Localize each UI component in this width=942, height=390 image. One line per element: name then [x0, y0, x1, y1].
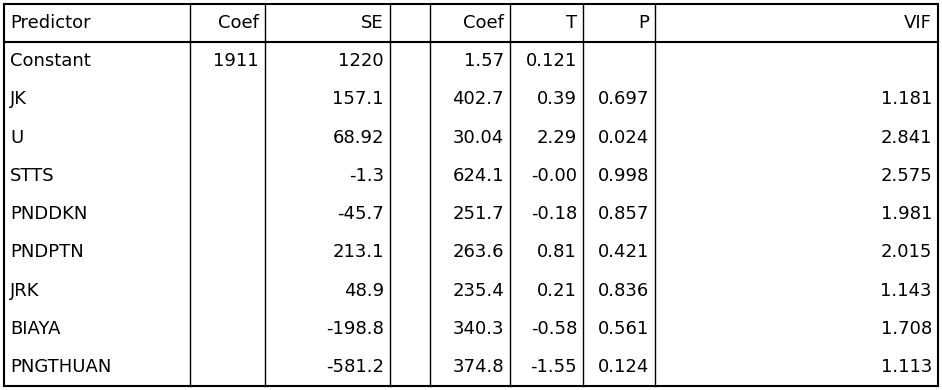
Text: T: T: [566, 14, 577, 32]
Text: 0.421: 0.421: [597, 243, 649, 261]
Text: 1.113: 1.113: [881, 358, 932, 376]
Text: U: U: [10, 129, 24, 147]
Text: 2.015: 2.015: [881, 243, 932, 261]
Text: Predictor: Predictor: [10, 14, 90, 32]
Text: -198.8: -198.8: [326, 320, 384, 338]
Text: 1.181: 1.181: [881, 90, 932, 108]
Text: 213.1: 213.1: [333, 243, 384, 261]
Text: 340.3: 340.3: [452, 320, 504, 338]
Text: -0.58: -0.58: [530, 320, 577, 338]
Text: 0.836: 0.836: [598, 282, 649, 300]
Text: 0.81: 0.81: [537, 243, 577, 261]
Text: 402.7: 402.7: [452, 90, 504, 108]
Text: 0.697: 0.697: [597, 90, 649, 108]
Text: VIF: VIF: [904, 14, 932, 32]
Text: 0.121: 0.121: [526, 52, 577, 70]
Text: -0.00: -0.00: [531, 167, 577, 185]
Text: 0.124: 0.124: [597, 358, 649, 376]
Text: JRK: JRK: [10, 282, 40, 300]
Text: 1220: 1220: [338, 52, 384, 70]
Text: 251.7: 251.7: [452, 205, 504, 223]
Text: P: P: [638, 14, 649, 32]
Text: 1911: 1911: [214, 52, 259, 70]
Text: 157.1: 157.1: [333, 90, 384, 108]
Text: -45.7: -45.7: [337, 205, 384, 223]
Text: -1.55: -1.55: [530, 358, 577, 376]
Text: JK: JK: [10, 90, 27, 108]
Text: BIAYA: BIAYA: [10, 320, 60, 338]
Text: 374.8: 374.8: [452, 358, 504, 376]
Text: 0.39: 0.39: [537, 90, 577, 108]
Text: -581.2: -581.2: [326, 358, 384, 376]
Text: 624.1: 624.1: [452, 167, 504, 185]
Text: 0.998: 0.998: [597, 167, 649, 185]
Text: 2.29: 2.29: [537, 129, 577, 147]
Text: 1.143: 1.143: [881, 282, 932, 300]
Text: STTS: STTS: [10, 167, 55, 185]
Text: Constant: Constant: [10, 52, 90, 70]
Text: 1.57: 1.57: [463, 52, 504, 70]
Text: 263.6: 263.6: [452, 243, 504, 261]
Text: -1.3: -1.3: [349, 167, 384, 185]
Text: 2.575: 2.575: [880, 167, 932, 185]
Text: SE: SE: [362, 14, 384, 32]
Text: 0.21: 0.21: [537, 282, 577, 300]
Text: -0.18: -0.18: [530, 205, 577, 223]
Text: 1.981: 1.981: [881, 205, 932, 223]
Text: 0.024: 0.024: [598, 129, 649, 147]
Text: PNGTHUAN: PNGTHUAN: [10, 358, 111, 376]
Text: PNDPTN: PNDPTN: [10, 243, 84, 261]
Text: 68.92: 68.92: [333, 129, 384, 147]
Text: PNDDKN: PNDDKN: [10, 205, 88, 223]
Text: 30.04: 30.04: [453, 129, 504, 147]
Text: 0.561: 0.561: [598, 320, 649, 338]
Text: Coef: Coef: [463, 14, 504, 32]
Text: 0.857: 0.857: [597, 205, 649, 223]
Text: 48.9: 48.9: [344, 282, 384, 300]
Text: 2.841: 2.841: [881, 129, 932, 147]
Text: 235.4: 235.4: [452, 282, 504, 300]
Text: 1.708: 1.708: [881, 320, 932, 338]
Text: Coef: Coef: [219, 14, 259, 32]
